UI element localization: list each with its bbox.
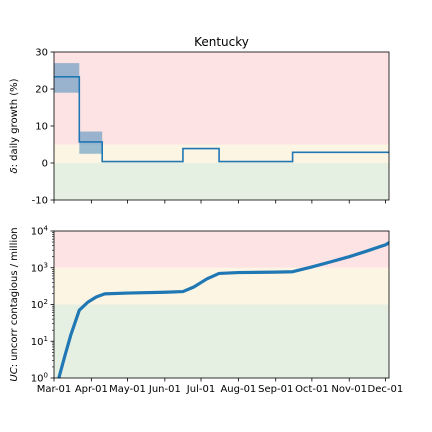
contagious-line — [57, 241, 389, 378]
zone-band — [54, 144, 389, 163]
y-tick-label: 0 — [42, 159, 48, 170]
y-tick-label: 103 — [31, 261, 48, 274]
contagious-series — [57, 241, 389, 378]
y-tick-label: 102 — [31, 298, 48, 311]
uncertainty-band — [54, 63, 80, 93]
growth-y-ticks: -10 0 10 20 30 — [32, 48, 54, 207]
y-tick-label: 101 — [31, 335, 48, 348]
x-tick-label: Dec-01 — [368, 384, 404, 395]
y-tick-label: 10 — [35, 122, 48, 133]
zone-band — [54, 163, 389, 200]
x-tick-label: Aug-01 — [220, 384, 256, 395]
growth-series — [54, 75, 389, 163]
x-tick-label: Nov-01 — [331, 384, 367, 395]
y-tick-label: 100 — [31, 372, 48, 385]
y-tick-label: 104 — [31, 225, 49, 238]
contagious-y-ticks: 100 101 102 103 104 — [31, 225, 54, 385]
x-tick-label: Sep-01 — [258, 384, 293, 395]
contagious-zones — [54, 231, 389, 378]
contagious-y-label-symbol: UC — [9, 367, 20, 381]
x-tick-label: Apr-01 — [75, 384, 108, 395]
x-tick-label: Mar-01 — [37, 384, 72, 395]
growth-zones — [54, 52, 389, 200]
contagious-chart: 100 101 102 103 104 Mar-01 Apr-01 May-01 Jun-01… — [9, 225, 403, 396]
growth-y-label-symbol: δ — [9, 167, 20, 173]
zone-band — [54, 304, 389, 378]
growth-y-label-text: : daily growth (%) — [9, 78, 20, 167]
x-tick-label: Jun-01 — [148, 384, 181, 395]
zone-band — [54, 231, 389, 268]
x-tick-label: Oct-01 — [295, 384, 329, 395]
y-tick-label: 20 — [35, 85, 48, 96]
growth-x-ticks — [53, 200, 386, 204]
x-tick-label: May-01 — [109, 384, 146, 395]
contagious-y-label-text: : uncorr contagious / million — [9, 227, 20, 367]
contagious-y-label: UC: uncorr contagious / million — [9, 227, 20, 381]
growth-y-label: δ: daily growth (%) — [9, 78, 20, 173]
zone-band — [54, 52, 389, 145]
contagious-x-ticks: Mar-01 Apr-01 May-01 Jun-01 Jul-01 Aug-01 Sep-… — [37, 378, 404, 395]
y-tick-label: 30 — [35, 48, 48, 59]
growth-step-line — [54, 75, 389, 163]
growth-chart: -10 0 10 20 30 Kentucky δ: daily growth (%) — [9, 35, 390, 207]
y-tick-label: -10 — [32, 196, 48, 207]
chart-title: Kentucky — [194, 35, 249, 49]
x-tick-label: Jul-01 — [186, 384, 215, 395]
